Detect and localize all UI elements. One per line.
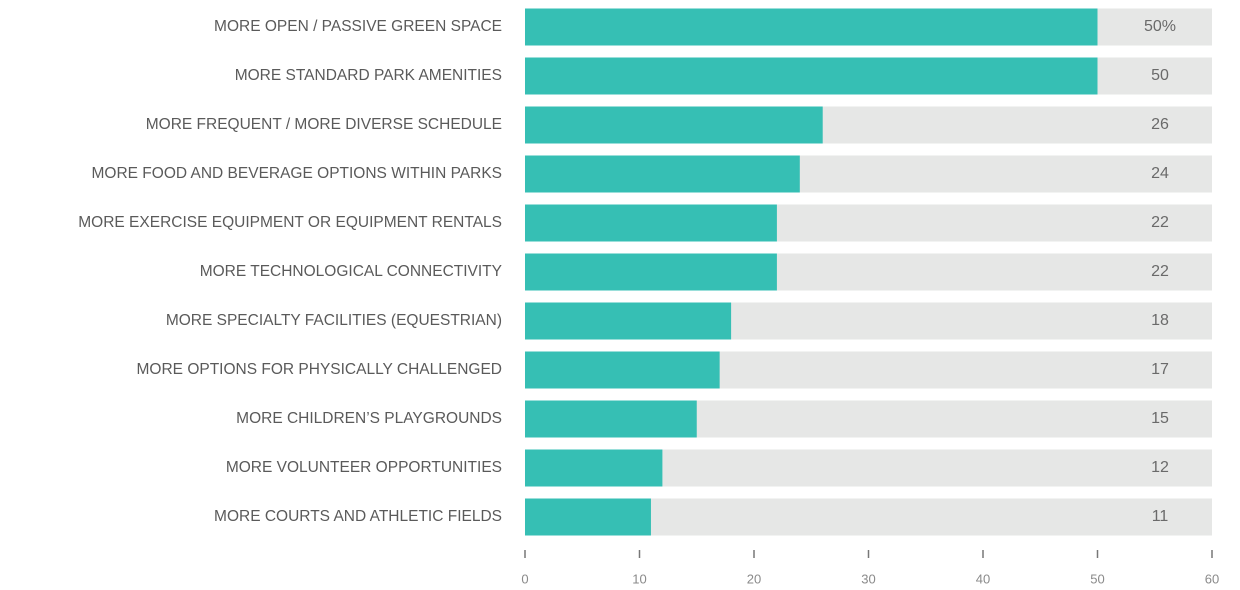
value-label: 15	[1151, 410, 1169, 427]
x-tick-label: 10	[632, 571, 646, 586]
bar	[525, 449, 663, 487]
value-label: 11	[1152, 508, 1169, 525]
value-label: 50%	[1144, 18, 1176, 35]
bar	[525, 498, 651, 536]
bar	[525, 57, 1098, 95]
category-label: MORE STANDARD PARK AMENITIES	[235, 67, 502, 84]
x-tick-label: 60	[1205, 571, 1219, 586]
category-label: MORE COURTS AND ATHLETIC FIELDS	[214, 508, 502, 525]
bar	[525, 302, 732, 340]
value-label: 12	[1151, 459, 1169, 476]
bar	[525, 106, 823, 144]
value-label: 22	[1151, 263, 1169, 280]
x-tick-label: 20	[747, 571, 761, 586]
x-tick-label: 30	[861, 571, 875, 586]
category-label: MORE CHILDREN’S PLAYGROUNDS	[236, 410, 502, 427]
category-label: MORE EXERCISE EQUIPMENT OR EQUIPMENT REN…	[78, 214, 502, 231]
value-label: 18	[1151, 312, 1169, 329]
category-label: MORE FREQUENT / MORE DIVERSE SCHEDULE	[146, 116, 502, 133]
x-tick-label: 50	[1090, 571, 1104, 586]
bar	[525, 351, 720, 389]
bar	[525, 253, 777, 291]
value-label: 24	[1151, 165, 1169, 182]
x-tick-label: 40	[976, 571, 990, 586]
category-label: MORE FOOD AND BEVERAGE OPTIONS WITHIN PA…	[91, 165, 502, 182]
value-label: 26	[1151, 116, 1169, 133]
bar	[525, 155, 800, 193]
category-label: MORE OPTIONS FOR PHYSICALLY CHALLENGED	[137, 361, 502, 378]
bar	[525, 204, 777, 242]
category-label: MORE OPEN / PASSIVE GREEN SPACE	[214, 18, 502, 35]
category-label: MORE VOLUNTEER OPPORTUNITIES	[226, 459, 502, 476]
value-label: 17	[1151, 361, 1169, 378]
value-label: 50	[1151, 67, 1169, 84]
x-tick-label: 0	[521, 571, 528, 586]
bar	[525, 8, 1098, 46]
category-label: MORE SPECIALTY FACILITIES (EQUESTRIAN)	[166, 312, 502, 329]
value-label: 22	[1151, 214, 1169, 231]
category-label: MORE TECHNOLOGICAL CONNECTIVITY	[200, 263, 502, 280]
bar	[525, 400, 697, 438]
